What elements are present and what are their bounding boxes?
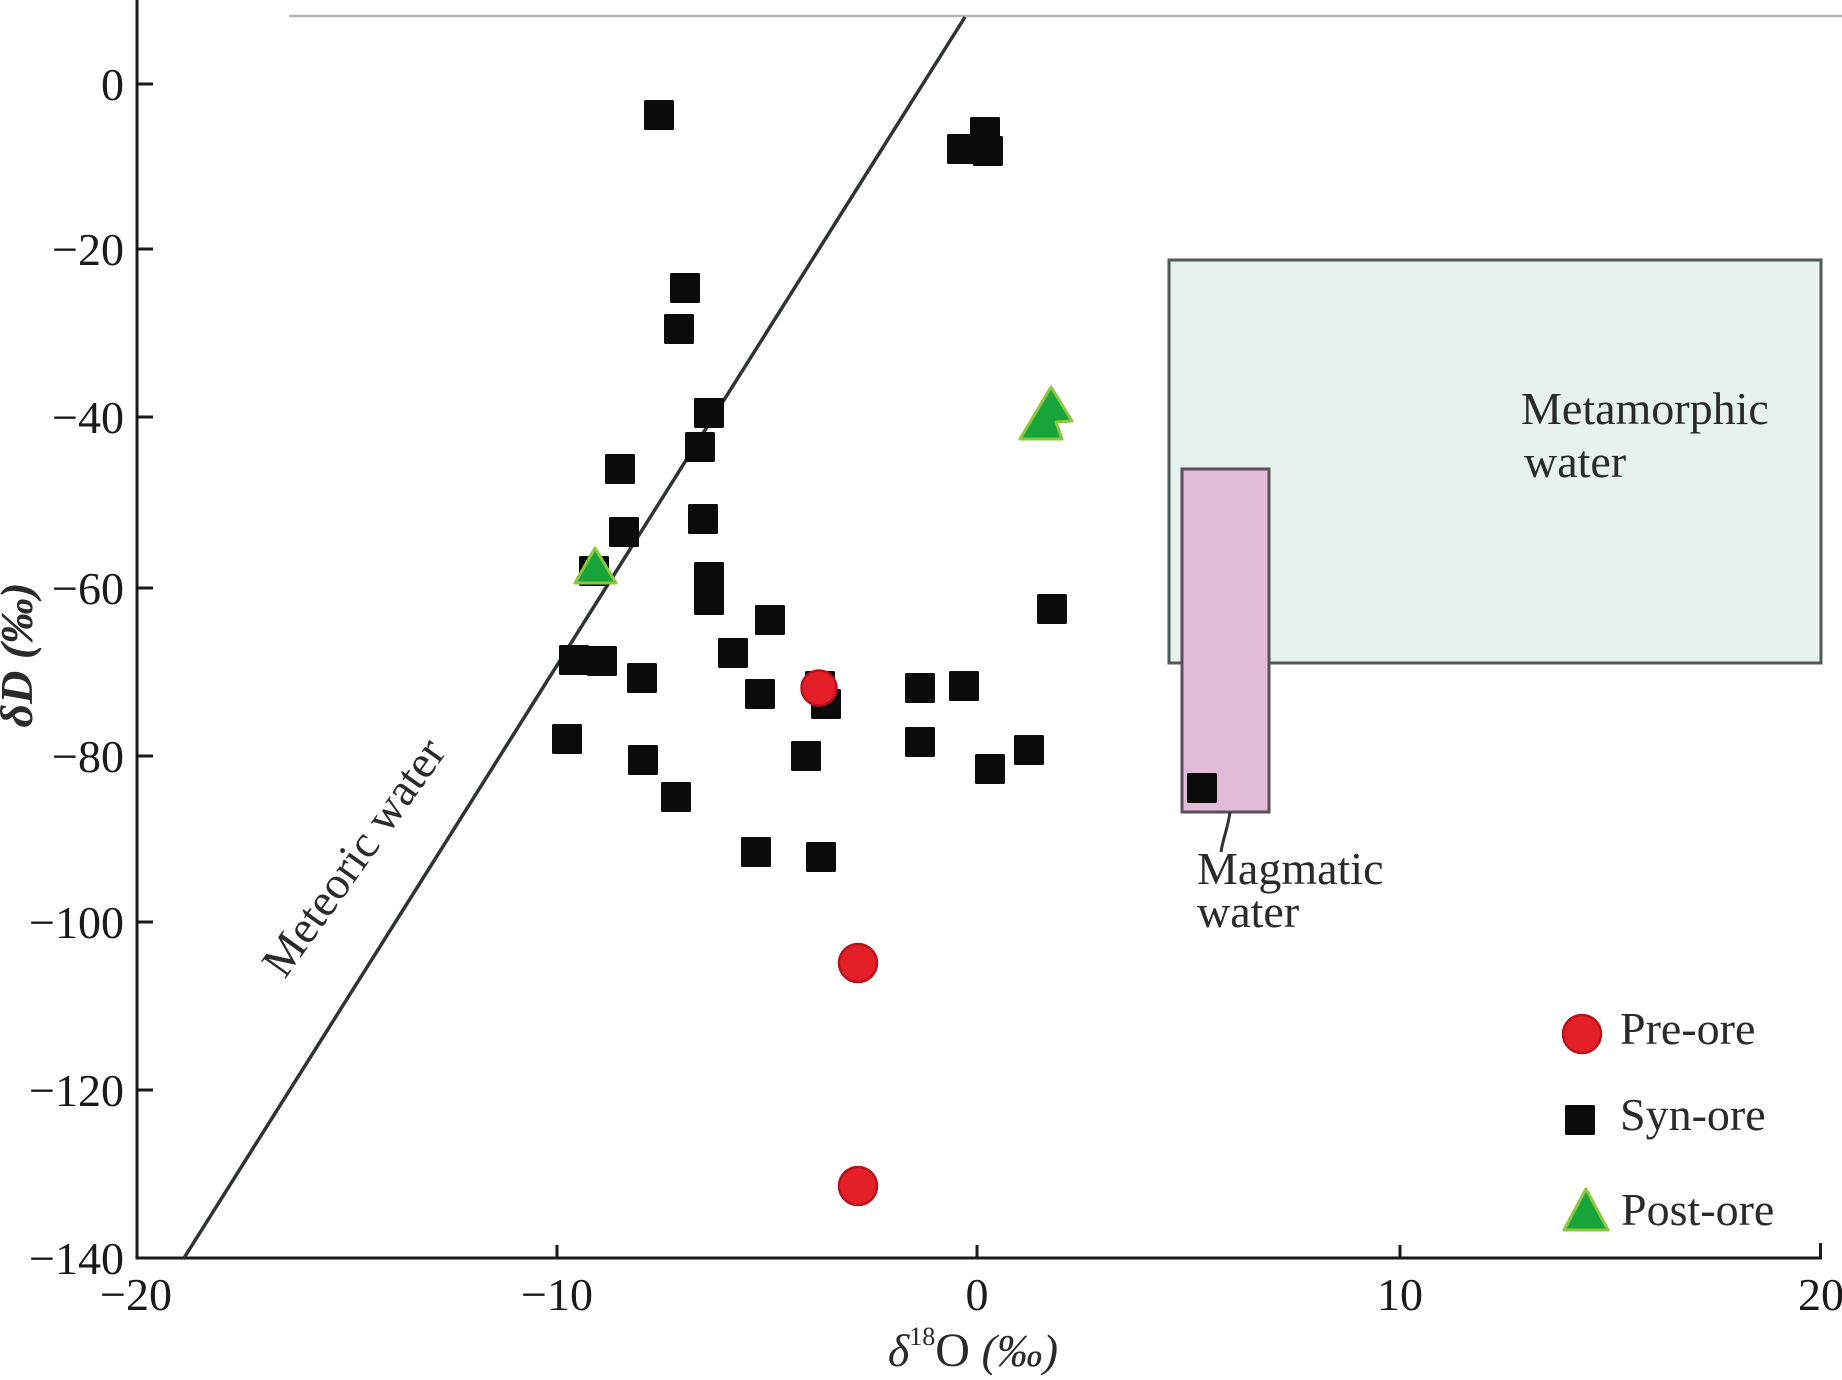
svg-text:−10: −10: [521, 1269, 593, 1320]
svg-text:20: 20: [1798, 1269, 1842, 1320]
svg-text:water: water: [1197, 886, 1299, 937]
svg-text:−20: −20: [52, 224, 124, 275]
svg-text:−140: −140: [29, 1233, 124, 1284]
svg-text:−80: −80: [52, 731, 124, 782]
svg-text:0: 0: [101, 59, 124, 110]
svg-text:−100: −100: [29, 897, 124, 948]
svg-text:δ18O (‰): δ18O (‰): [888, 1322, 1058, 1375]
svg-text:10: 10: [1377, 1269, 1423, 1320]
svg-text:Magmatic: Magmatic: [1197, 843, 1384, 894]
svg-text:Metamorphic: Metamorphic: [1521, 383, 1769, 434]
svg-text:Post-ore: Post-ore: [1621, 1184, 1774, 1235]
svg-text:Syn-ore: Syn-ore: [1620, 1089, 1766, 1140]
svg-text:water: water: [1524, 436, 1626, 487]
svg-text:−60: −60: [52, 563, 124, 614]
svg-text:−40: −40: [52, 392, 124, 443]
svg-text:−120: −120: [29, 1065, 124, 1116]
svg-text:0: 0: [966, 1269, 989, 1320]
svg-text:Pre-ore: Pre-ore: [1620, 1003, 1755, 1054]
svg-text:δD (‰): δD (‰): [0, 583, 42, 728]
svg-text:−20: −20: [100, 1269, 172, 1320]
